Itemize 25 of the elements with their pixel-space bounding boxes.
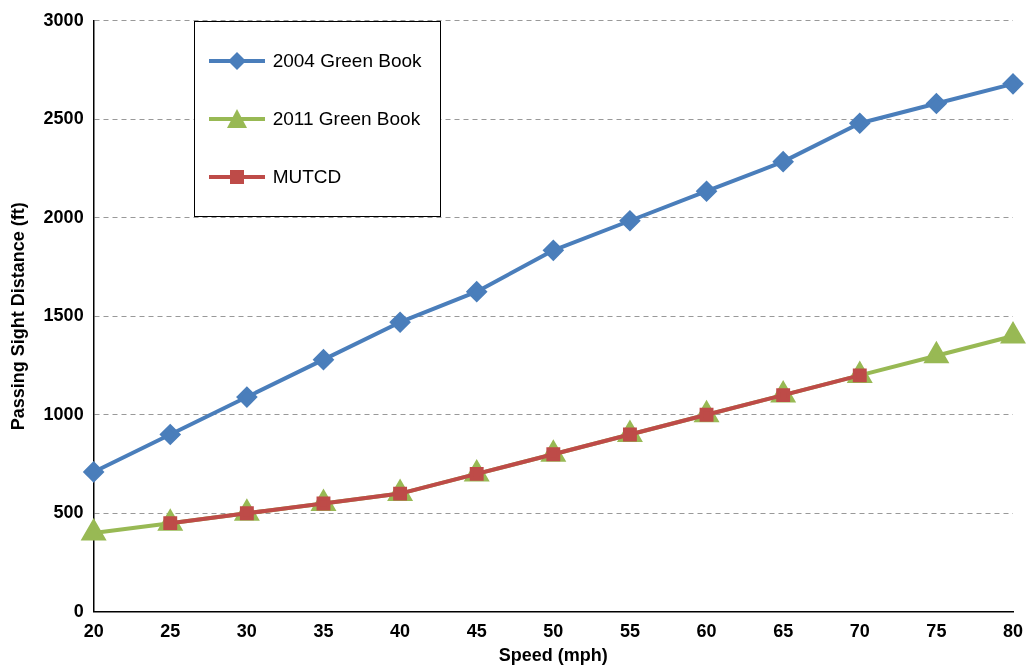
x-tick-label: 30 (236, 620, 257, 641)
x-tick-label: 45 (466, 620, 487, 641)
x-tick-label: 80 (1002, 620, 1024, 641)
y-tick-label: 500 (53, 502, 84, 523)
y-tick-label: 0 (73, 600, 84, 621)
x-axis-title: Speed (mph) (498, 645, 608, 666)
x-tick-label: 55 (619, 620, 640, 641)
legend-label: 2011 Green Book (272, 107, 421, 130)
x-tick-label: 40 (390, 620, 411, 641)
x-tick-label: 75 (926, 620, 947, 641)
x-tick-label: 50 (543, 620, 564, 641)
x-tick-label: 20 (83, 620, 104, 641)
y-tick-label: 2500 (43, 108, 84, 129)
x-tick-label: 65 (773, 620, 794, 641)
y-tick-label: 1000 (43, 403, 84, 424)
legend-label: MUTCD (272, 165, 342, 188)
legend-label: 2004 Green Book (272, 49, 422, 72)
y-tick-label: 1500 (43, 305, 84, 326)
x-tick-label: 25 (160, 620, 181, 641)
y-tick-label: 2000 (43, 206, 84, 227)
y-axis-title: Passing Sight Distance (ft) (7, 202, 28, 431)
x-tick-label: 35 (313, 620, 334, 641)
y-tick-label: 3000 (43, 9, 84, 30)
x-tick-label: 60 (696, 620, 717, 641)
x-tick-label: 70 (849, 620, 870, 641)
